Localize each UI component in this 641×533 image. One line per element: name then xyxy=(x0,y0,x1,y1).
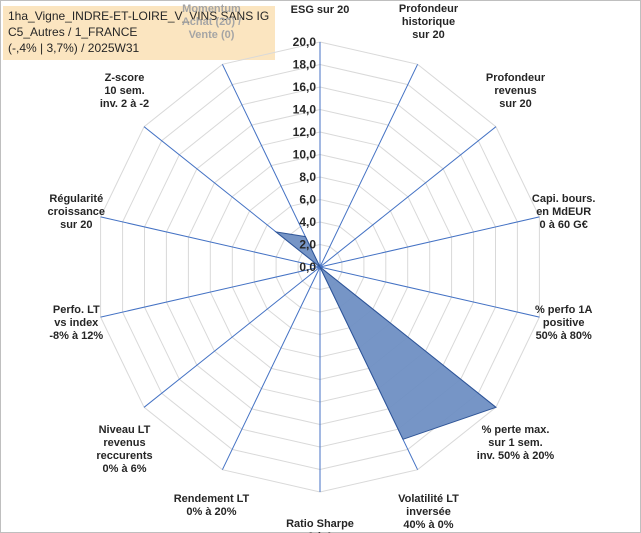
axis-label: NoteESG sur 20 xyxy=(291,0,350,16)
axis-spoke xyxy=(100,266,321,318)
radar-tick-labels: 0,0 2,0 4,0 6,0 8,0 10,0 12,0 14,0 16,0 18,0 20,0 xyxy=(293,35,317,274)
axis-label-line: Profondeur xyxy=(486,72,546,84)
axis-spoke xyxy=(319,126,497,268)
tick-label: 0,0 xyxy=(299,260,316,274)
axis-label-line: % perfo 1A xyxy=(535,304,593,316)
axis-label-line: 40% à 0% xyxy=(403,519,453,531)
axis-label-line: inversée xyxy=(406,506,451,518)
axis-spoke xyxy=(100,216,321,268)
axis-spoke xyxy=(221,266,321,470)
axis-label-line: revenus xyxy=(103,437,145,449)
tick-label: 4,0 xyxy=(299,215,316,229)
axis-label-line: Capi. bours. xyxy=(532,193,596,205)
axis-label-line: % perte max. xyxy=(482,424,550,436)
axis-label-line: Achat (20) / xyxy=(182,16,241,28)
axis-label-line: inv. 50% à 20% xyxy=(477,450,555,462)
axis-label-line: Momentum xyxy=(182,3,241,15)
axis-label: % perfo 1A positive 50% à 80% xyxy=(535,304,593,342)
tick-label: 8,0 xyxy=(299,170,316,184)
title-line-1: 1ha_Vigne_INDRE-ET-LOIRE_V_VINS SANS IG xyxy=(8,9,270,23)
axis-label: Rendement LT 0% à 20% xyxy=(174,493,250,518)
axis-label: Volatilité LT inversée 40% à 0% xyxy=(398,493,459,531)
title-line-3: (-,4% | 3,7%) / 2025W31 xyxy=(8,41,140,55)
axis-label-line: Ratio Sharpe xyxy=(286,518,354,530)
axis-label: Z-score 10 sem. inv. 2 à -2 xyxy=(100,72,149,110)
axis-label-line: Niveau LT xyxy=(99,424,151,436)
axis-label-line: historique xyxy=(402,16,455,28)
axis-label-line: 0% à 20% xyxy=(186,506,236,518)
axis-label-line: Perfo. LT xyxy=(53,304,100,316)
axis-label-line: croissance xyxy=(48,206,105,218)
axis-label: Momentum Achat (20) / Vente (0) xyxy=(182,3,241,41)
series-area xyxy=(274,231,497,440)
tick-label: 14,0 xyxy=(293,103,317,117)
axis-label-line: inv. 2 à -2 xyxy=(100,98,149,110)
axis-label: Ratio Sharpe0 à 1 xyxy=(286,518,354,533)
tick-label: 16,0 xyxy=(293,80,317,94)
axis-label-line: sur 1 sem. xyxy=(488,437,542,449)
tick-label: 18,0 xyxy=(293,58,317,72)
axis-label-line: Régularité xyxy=(49,193,103,205)
tick-label: 6,0 xyxy=(299,193,316,207)
axis-label-line: sur 20 xyxy=(60,219,92,231)
axis-label: Profondeur historique sur 20 xyxy=(399,3,459,41)
axis-spoke xyxy=(319,64,419,268)
tick-label: 20,0 xyxy=(293,35,317,49)
axis-spoke xyxy=(143,266,321,408)
axis-spoke xyxy=(319,266,540,318)
tick-label: 10,0 xyxy=(293,148,317,162)
axis-label-line: 0 à 60 G€ xyxy=(540,219,588,231)
axis-label: Capi. bours. en MdEUR 0 à 60 G€ xyxy=(532,193,596,231)
title-line-2: C5_Autres / 1_FRANCE xyxy=(8,25,138,39)
axis-label-line: sur 20 xyxy=(412,29,444,41)
axis-label-line: reccurents xyxy=(96,450,152,462)
axis-label-line: en MdEUR xyxy=(536,206,591,218)
axis-label-line: ESG sur 20 xyxy=(291,4,350,16)
axis-spoke xyxy=(221,64,321,268)
tick-label: 12,0 xyxy=(293,125,317,139)
axis-label-line: Note xyxy=(308,0,332,3)
axis-label-line: Vente (0) xyxy=(189,29,235,41)
axis-label-line: 0% à 6% xyxy=(102,463,146,475)
axis-label-line: Volatilité LT xyxy=(398,493,459,505)
axis-label-line: Profondeur xyxy=(399,3,459,15)
axis-label-line: sur 20 xyxy=(499,98,531,110)
axis-label: Régularité croissance sur 20 xyxy=(48,193,105,231)
axis-label-line: 50% à 80% xyxy=(536,330,592,342)
axis-label-line: positive xyxy=(543,317,585,329)
axis-label-line: 0 à 1 xyxy=(308,531,332,533)
axis-label: % perte max. sur 1 sem. inv. 50% à 20% xyxy=(477,424,555,462)
tick-label: 2,0 xyxy=(299,238,316,252)
axis-spoke xyxy=(319,216,540,268)
chart-title-box: 1ha_Vigne_INDRE-ET-LOIRE_V_VINS SANS IG … xyxy=(3,6,276,60)
radar-series xyxy=(274,231,497,440)
axis-label-line: Z-score xyxy=(105,72,145,84)
axis-label-line: vs index xyxy=(54,317,99,329)
axis-label-line: 10 sem. xyxy=(104,85,144,97)
axis-label: Perfo. LT vs index -8% à 12% xyxy=(49,304,103,342)
axis-label-line: Rendement LT xyxy=(174,493,250,505)
axis-label: Profondeur revenus sur 20 xyxy=(486,72,546,110)
axis-label: Niveau LT revenus reccurents 0% à 6% xyxy=(96,424,152,475)
axis-label-line: -8% à 12% xyxy=(49,330,103,342)
axis-label-line: revenus xyxy=(494,85,536,97)
